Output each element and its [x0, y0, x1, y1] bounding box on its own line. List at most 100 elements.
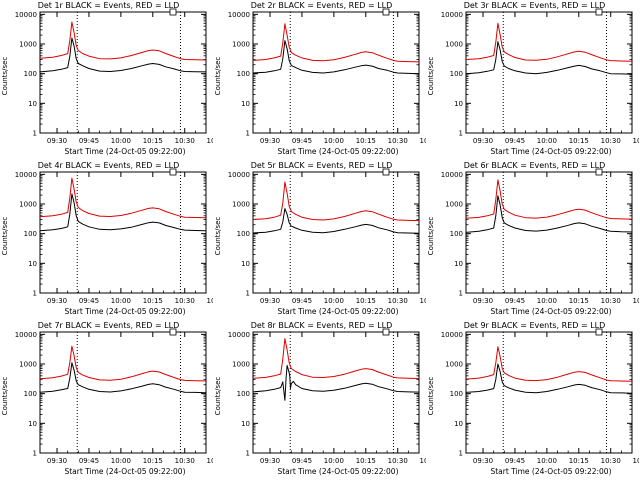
- y-axis-label: Counts/sec: [427, 216, 435, 256]
- legend-square-marker: [169, 8, 177, 16]
- x-tick-label: 10:00: [111, 457, 131, 465]
- y-tick-label: 10: [454, 420, 463, 428]
- lld-series-line: [465, 22, 633, 62]
- lld-series-line: [252, 181, 420, 222]
- detector-panel: 1 10 100 1000 10000 09:30 09:45 10:00 10:15 10:30…: [0, 160, 213, 320]
- y-tick-label: 10: [28, 260, 37, 268]
- y-tick-label: 10: [28, 420, 37, 428]
- y-tick-label: 10000: [441, 331, 463, 339]
- y-tick-label: 100: [24, 390, 37, 398]
- y-tick-label: 10000: [15, 171, 37, 179]
- plot-frame: [252, 331, 420, 454]
- y-tick-label: 1000: [445, 41, 463, 49]
- legend-square-marker: [595, 8, 603, 16]
- events-series-line: [39, 193, 207, 232]
- y-tick-label: 100: [237, 390, 250, 398]
- x-tick-label: 10:45: [420, 297, 426, 305]
- y-tick-label: 10000: [15, 11, 37, 19]
- x-tick-label: 09:30: [473, 137, 493, 145]
- x-tick-label: 10:00: [537, 297, 557, 305]
- detector-panel: 1 10 100 1000 10000 09:30 09:45 10:00 10:15 10:30…: [213, 320, 426, 480]
- y-tick-label: 10000: [441, 171, 463, 179]
- lld-series-line: [465, 346, 633, 382]
- y-tick-label: 1: [459, 130, 463, 138]
- legend-square-marker: [169, 328, 177, 336]
- detector-panel: 1 10 100 1000 10000 09:30 09:45 10:00 10:15 10:30…: [0, 0, 213, 160]
- panel-title: Det 2r BLACK = Events, RED = LLD: [250, 1, 393, 10]
- events-series-line: [465, 363, 633, 394]
- plot-frame: [39, 331, 207, 454]
- y-axis-label: Counts/sec: [427, 376, 435, 416]
- y-tick-label: 100: [450, 70, 463, 78]
- y-tick-label: 1000: [19, 201, 37, 209]
- lld-series-line: [252, 23, 420, 63]
- x-tick-label: 10:45: [420, 457, 426, 465]
- x-tick-label: 09:30: [47, 457, 67, 465]
- y-tick-label: 100: [24, 230, 37, 238]
- x-axis-label: Start Time (24-Oct-05 09:22:00): [490, 467, 612, 476]
- x-tick-label: 09:45: [79, 297, 99, 305]
- x-tick-label: 10:00: [324, 457, 344, 465]
- events-series-line: [465, 41, 633, 75]
- x-tick-label: 10:00: [324, 297, 344, 305]
- chart-svg: 1 10 100 1000 10000 09:30 09:45 10:00 10:15 10:30…: [15, 8, 213, 145]
- x-tick-label: 09:45: [505, 457, 525, 465]
- x-tick-label: 10:00: [111, 137, 131, 145]
- y-tick-label: 10: [454, 100, 463, 108]
- panel-title: Det 6r BLACK = Events, RED = LLD: [463, 161, 606, 170]
- x-tick-label: 10:00: [537, 457, 557, 465]
- y-tick-label: 1000: [445, 361, 463, 369]
- panel-title: Det 1r BLACK = Events, RED = LLD: [37, 1, 180, 10]
- x-tick-label: 09:30: [473, 457, 493, 465]
- y-axis-label: Counts/sec: [1, 56, 9, 96]
- x-axis-label: Start Time (24-Oct-05 09:22:00): [490, 307, 612, 316]
- x-tick-label: 10:15: [143, 137, 163, 145]
- panel-title: Det 9r BLACK = Events, RED = LLD: [463, 321, 606, 330]
- detector-panel: 1 10 100 1000 10000 09:30 09:45 10:00 10:15 10:30…: [426, 0, 639, 160]
- lld-series-line: [39, 21, 207, 61]
- y-tick-label: 1000: [19, 41, 37, 49]
- x-tick-label: 10:30: [601, 297, 621, 305]
- detector-panel: 1 10 100 1000 10000 09:30 09:45 10:00 10:15 10:30…: [0, 320, 213, 480]
- y-tick-label: 100: [237, 230, 250, 238]
- x-tick-label: 09:30: [47, 137, 67, 145]
- y-tick-label: 1000: [232, 201, 250, 209]
- x-tick-label: 09:30: [260, 297, 280, 305]
- lld-series-line: [252, 338, 420, 379]
- x-tick-label: 10:45: [633, 457, 639, 465]
- x-tick-label: 10:00: [111, 297, 131, 305]
- events-series-line: [252, 40, 420, 75]
- panel-title: Det 5r BLACK = Events, RED = LLD: [250, 161, 393, 170]
- x-tick-label: 10:45: [633, 137, 639, 145]
- chart-svg: 1 10 100 1000 10000 09:30 09:45 10:00 10:15 10:30…: [15, 328, 213, 465]
- y-tick-label: 1000: [19, 361, 37, 369]
- x-axis-label: Start Time (24-Oct-05 09:22:00): [64, 147, 186, 156]
- detector-panel: 1 10 100 1000 10000 09:30 09:45 10:00 10:15 10:30…: [426, 320, 639, 480]
- plot-frame: [39, 171, 207, 294]
- x-tick-label: 10:15: [356, 137, 376, 145]
- y-tick-label: 10: [241, 100, 250, 108]
- chart-svg: 1 10 100 1000 10000 09:30 09:45 10:00 10:15 10:30…: [441, 328, 639, 465]
- y-tick-label: 10000: [15, 331, 37, 339]
- x-tick-label: 10:30: [388, 297, 408, 305]
- y-tick-label: 10000: [228, 331, 250, 339]
- x-axis-label: Start Time (24-Oct-05 09:22:00): [490, 147, 612, 156]
- y-tick-label: 10: [28, 100, 37, 108]
- x-tick-label: 10:45: [207, 457, 213, 465]
- lld-series-line: [465, 179, 633, 220]
- y-tick-label: 10000: [228, 11, 250, 19]
- panel-title: Det 7r BLACK = Events, RED = LLD: [37, 321, 180, 330]
- x-tick-label: 09:30: [260, 137, 280, 145]
- x-tick-label: 10:45: [633, 297, 639, 305]
- x-tick-label: 09:45: [505, 297, 525, 305]
- legend-square-marker: [382, 328, 390, 336]
- x-tick-label: 09:45: [79, 137, 99, 145]
- x-tick-label: 10:45: [207, 297, 213, 305]
- plot-frame: [465, 11, 633, 134]
- x-axis-label: Start Time (24-Oct-05 09:22:00): [277, 307, 399, 316]
- detector-panel: 1 10 100 1000 10000 09:30 09:45 10:00 10:15 10:30…: [426, 160, 639, 320]
- chart-svg: 1 10 100 1000 10000 09:30 09:45 10:00 10:15 10:30…: [228, 168, 426, 305]
- x-tick-label: 10:15: [356, 297, 376, 305]
- y-tick-label: 100: [237, 70, 250, 78]
